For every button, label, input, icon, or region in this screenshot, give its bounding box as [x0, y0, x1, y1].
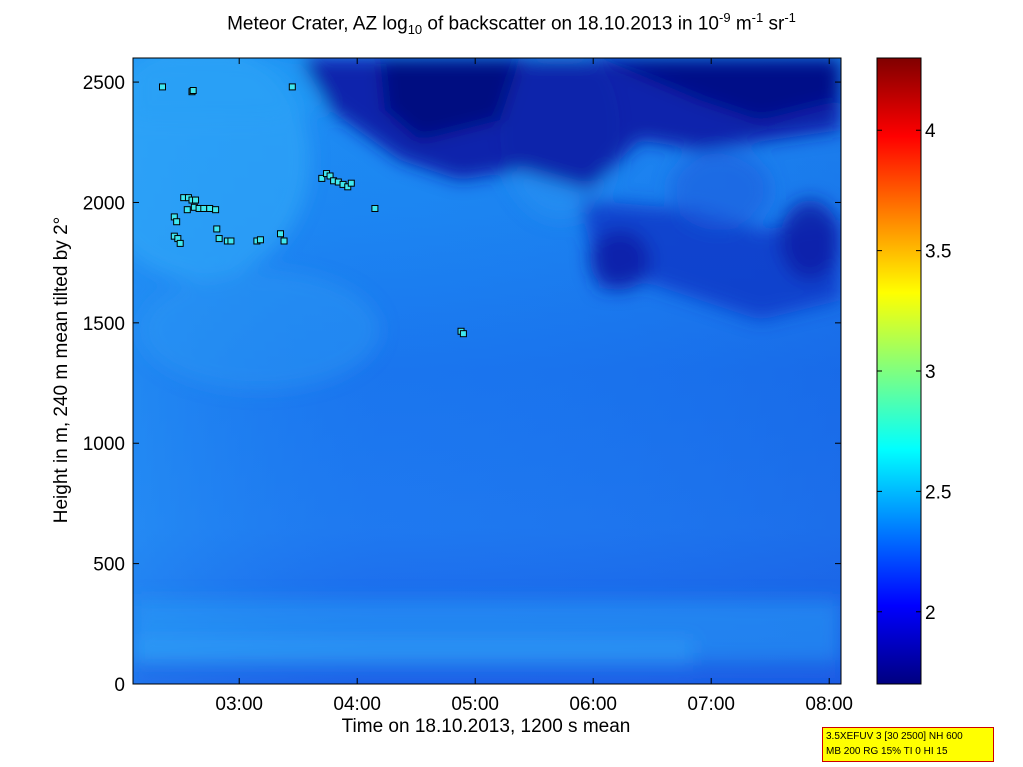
cloud-base-point	[277, 230, 284, 238]
cloud-base-point	[344, 183, 352, 191]
cloud-base-point	[326, 172, 334, 180]
colorbar-tick-label: 3	[925, 362, 936, 383]
x-tick-label: 08:00	[805, 694, 853, 715]
cloud-base-point	[371, 204, 379, 212]
x-tick-label: 04:00	[333, 694, 381, 715]
cloud-base-markers	[159, 83, 467, 338]
x-axis: 03:00 04:00 05:00 06:00 07:00 08:00	[215, 58, 853, 715]
cloud-base-point	[212, 206, 220, 214]
parameter-infobox: 3.5XEFUV 3 [30 2500] NH 600 MB 200 RG 15…	[822, 727, 994, 762]
backscatter-heatmap	[133, 58, 841, 684]
y-tick-label: 2000	[83, 193, 125, 214]
cloud-base-point	[173, 218, 181, 226]
y-tick-label: 2500	[83, 73, 125, 94]
cloud-base-point	[159, 83, 166, 91]
cloud-base-point	[206, 204, 214, 212]
y-tick-label: 0	[114, 675, 125, 696]
y-axis-label: Height in m, 240 m mean tilted by 2°	[51, 216, 72, 524]
plot-frame	[132, 57, 842, 685]
colorbar-tick-label: 3.5	[925, 242, 951, 263]
x-tick-label: 07:00	[687, 694, 735, 715]
cloud-base-point	[200, 204, 208, 212]
x-tick-label: 03:00	[215, 694, 263, 715]
x-axis-label: Time on 18.10.2013, 1200 s mean	[341, 716, 631, 737]
cloud-base-point	[256, 236, 264, 244]
y-tick-label: 500	[93, 555, 125, 576]
cloud-base-point	[189, 87, 197, 95]
cloud-base-point	[183, 206, 191, 214]
cloud-base-point	[192, 196, 200, 204]
cloud-base-point	[215, 235, 223, 243]
x-tick-label: 06:00	[569, 694, 617, 715]
cloud-base-point	[213, 225, 221, 233]
y-tick-label: 1000	[83, 434, 125, 455]
colorbar-tick-label: 2.5	[925, 482, 951, 503]
cloud-base-point	[318, 174, 326, 182]
colorbar-axis: 2 2.5 3 3.5 4	[877, 121, 951, 624]
cloud-base-point	[227, 237, 235, 245]
colorbar	[876, 57, 922, 685]
cloud-base-point	[459, 330, 467, 338]
y-axis: 0 500 1000 1500 2000 2500	[83, 73, 841, 696]
y-tick-label: 1500	[83, 314, 125, 335]
cloud-base-point	[347, 179, 355, 187]
cloud-base-point	[176, 239, 184, 247]
x-tick-label: 05:00	[451, 694, 499, 715]
colorbar-tick-label: 4	[925, 121, 936, 142]
cloud-base-point	[288, 83, 296, 91]
chart-title: Meteor Crater, AZ log10 of backscatter o…	[227, 10, 796, 38]
cloud-base-point	[280, 237, 288, 245]
infobox-line-2: MB 200 RG 15% TI 0 HI 15	[826, 746, 948, 757]
colorbar-tick-label: 2	[925, 603, 936, 624]
infobox-line-1: 3.5XEFUV 3 [30 2500] NH 600	[826, 731, 963, 742]
